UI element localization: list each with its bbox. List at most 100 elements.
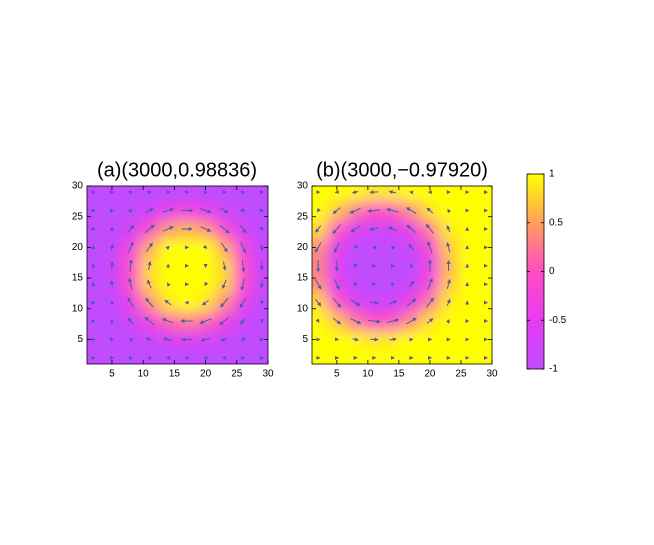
spin-arrow	[388, 190, 397, 195]
spin-arrow	[200, 337, 211, 342]
y-tick-label: 20	[297, 242, 309, 253]
heat-cell	[312, 311, 329, 331]
heat-cell	[364, 186, 384, 202]
heat-cell	[177, 348, 197, 364]
spin-arrow	[145, 207, 154, 214]
spin-arrow	[315, 225, 322, 233]
spin-arrow	[127, 317, 134, 325]
spin-arrow	[146, 242, 153, 253]
spin-arrow	[350, 225, 361, 233]
heat-cell	[252, 186, 268, 202]
panel-title: (b)(3000,−0.97920)	[316, 159, 488, 181]
plot-area	[312, 186, 492, 364]
spin-arrow	[200, 226, 212, 232]
y-tick-label: 15	[297, 273, 309, 284]
spin-arrow	[408, 280, 415, 288]
spin-arrow	[147, 261, 152, 271]
y-tick-label: 30	[72, 181, 84, 192]
spin-arrow	[109, 280, 114, 288]
spin-arrow	[390, 246, 396, 251]
spin-arrow	[220, 297, 229, 308]
spin-arrow	[314, 242, 322, 253]
spin-arrow	[161, 318, 174, 324]
spin-arrow	[367, 208, 381, 213]
spin-arrow	[129, 259, 133, 272]
spin-arrow	[386, 207, 399, 213]
spin-arrow	[222, 279, 227, 289]
spin-arrow	[425, 223, 434, 234]
x-tick-label: 30	[486, 369, 498, 380]
y-tick-label: 15	[72, 273, 84, 284]
colorbar-tick-label: 0.5	[549, 217, 563, 228]
x-tick-label: 25	[455, 369, 467, 380]
axes-box	[86, 185, 269, 365]
spin-arrow	[219, 224, 230, 234]
spin-arrow	[350, 299, 361, 306]
spin-arrow	[446, 225, 451, 233]
spin-arrow	[427, 278, 433, 290]
y-tick-label: 5	[77, 334, 83, 345]
spin-arrow	[239, 224, 247, 234]
spin-arrow	[314, 279, 322, 290]
spin-arrow	[446, 279, 451, 289]
spin-arrow	[145, 297, 154, 308]
spin-arrow	[316, 207, 321, 213]
spin-arrow	[162, 207, 175, 213]
spin-arrow	[426, 318, 434, 324]
heat-layer	[312, 186, 492, 364]
spin-arrow	[162, 337, 173, 342]
spin-arrow	[315, 318, 320, 323]
x-tick-label: 10	[138, 369, 150, 380]
y-tick-label: 25	[297, 211, 309, 222]
spin-arrow	[332, 207, 341, 214]
panel-title: (a)(3000,0.98836)	[97, 159, 257, 181]
spin-arrow	[220, 207, 229, 214]
spin-arrow	[222, 261, 227, 271]
spin-arrow	[241, 259, 246, 273]
spin-arrow	[354, 244, 359, 250]
x-tick-label: 5	[109, 369, 115, 380]
spin-arrow	[165, 246, 170, 251]
spin-arrow	[166, 282, 171, 287]
colorbar-tick-label: 1	[549, 169, 555, 180]
spin-arrow	[334, 278, 340, 290]
x-tick-label: 25	[231, 369, 243, 380]
spin-arrow	[426, 207, 434, 214]
y-tick-label: 30	[297, 181, 309, 192]
spin-arrow	[240, 207, 245, 212]
spin-arrow	[127, 297, 134, 308]
spin-arrow	[446, 298, 451, 306]
spin-arrow	[349, 207, 361, 214]
spin-arrow	[128, 277, 133, 291]
spin-arrow	[369, 300, 379, 305]
colorbar-tick-label: -1	[549, 364, 558, 375]
x-tick-label: 20	[424, 369, 436, 380]
spin-arrow	[128, 338, 134, 343]
y-tick-label: 10	[297, 303, 309, 314]
spin-arrow	[406, 224, 417, 234]
heat-cell	[252, 348, 268, 364]
y-tick-label: 20	[72, 242, 84, 253]
colorbar-tick-label: 0	[549, 266, 555, 277]
spin-arrow	[240, 241, 246, 254]
spin-arrow	[219, 317, 230, 326]
spin-arrow	[390, 283, 395, 287]
spin-arrow	[447, 208, 452, 214]
x-tick-label: 15	[169, 369, 181, 380]
spin-arrow	[332, 317, 342, 325]
spin-arrow	[200, 208, 212, 214]
spin-arrow	[220, 337, 228, 342]
plot-area	[87, 186, 268, 364]
spin-arrow	[241, 336, 246, 341]
spin-arrow	[351, 190, 359, 195]
spin-arrow	[369, 227, 379, 232]
heat-cell	[402, 348, 422, 364]
spin-arrow	[386, 318, 400, 323]
spin-arrow	[332, 297, 342, 308]
heat-cell	[87, 348, 104, 364]
spin-arrow	[239, 297, 247, 309]
x-tick-label: 15	[393, 369, 405, 380]
spin-arrow	[240, 278, 245, 291]
heat-cell	[476, 348, 492, 364]
spin-arrow	[425, 297, 434, 308]
